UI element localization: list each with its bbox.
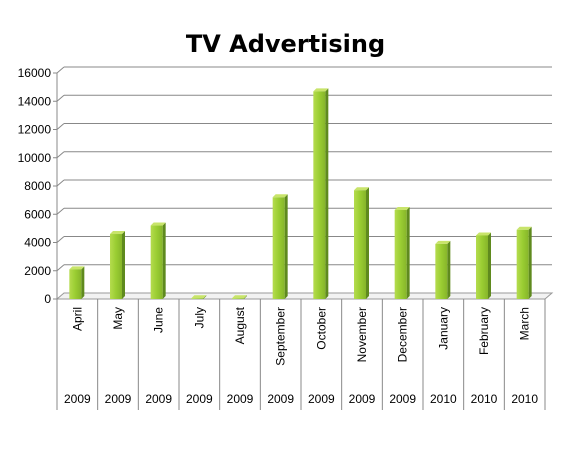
bar — [516, 226, 532, 299]
bar-side — [162, 222, 166, 299]
x-tick-label: October — [314, 307, 328, 350]
bar — [313, 88, 329, 299]
x-tick-label: December — [396, 307, 410, 362]
y-tick-label: 4000 — [24, 236, 51, 250]
x-year-label: 2009 — [308, 392, 335, 406]
bar-top — [435, 240, 451, 244]
bar — [191, 295, 207, 299]
gridline-depth — [56, 236, 65, 243]
gridline-depth — [56, 151, 65, 159]
bar-top — [150, 222, 166, 226]
bar — [232, 295, 247, 299]
y-tick-label: 6000 — [24, 207, 51, 221]
y-tick-label: 8000 — [24, 179, 51, 193]
gridline-depth — [56, 264, 65, 272]
bar-side — [244, 295, 247, 299]
x-year-label: 2010 — [471, 392, 498, 406]
gridline-depth — [56, 66, 65, 74]
bar-top — [69, 266, 85, 270]
x-year-label: 2009 — [64, 392, 91, 406]
x-tick-label: February — [477, 307, 491, 355]
bar — [69, 266, 85, 299]
x-year-label: 2009 — [186, 392, 213, 406]
bar-side — [284, 194, 288, 299]
gridline-depth — [56, 94, 65, 102]
x-year-label: 2009 — [145, 392, 172, 406]
bar-front — [394, 210, 407, 299]
gridline-depth — [56, 123, 65, 130]
x-tick-label: August — [233, 306, 247, 344]
x-tick-label: May — [111, 307, 125, 330]
bar-top — [191, 295, 207, 299]
bar-side — [447, 240, 451, 299]
bar-front — [191, 298, 204, 299]
y-tick-label: 12000 — [18, 123, 52, 137]
x-year-label: 2009 — [349, 392, 376, 406]
chart-title: TV Advertising — [185, 30, 386, 58]
y-tick-label: 10000 — [18, 151, 52, 165]
bar-front — [150, 225, 163, 299]
x-tick-label: April — [70, 307, 84, 331]
bar — [435, 240, 451, 299]
bar-top — [354, 187, 369, 191]
bar — [354, 187, 369, 299]
bar-side — [366, 187, 369, 299]
x-tick-label: November — [355, 307, 369, 362]
bar — [272, 194, 288, 299]
y-tick-label: 2000 — [24, 264, 51, 278]
bar-side — [488, 232, 491, 299]
x-tick-label: September — [274, 307, 288, 366]
bar-front — [516, 229, 529, 299]
bar-top — [232, 295, 247, 299]
x-tick-label: January — [436, 307, 450, 350]
y-tick-label: 16000 — [18, 66, 52, 80]
bar-top — [476, 232, 491, 236]
bar-front — [69, 269, 82, 299]
y-tick-label: 14000 — [18, 94, 52, 108]
bar-front — [476, 235, 488, 299]
bar-top — [313, 88, 329, 92]
bar-side — [325, 88, 329, 299]
x-tick-label: June — [152, 307, 166, 333]
x-year-label: 2010 — [511, 392, 538, 406]
bar-top — [110, 231, 125, 235]
gridline-depth — [56, 207, 65, 215]
bar — [476, 232, 491, 299]
x-year-label: 2010 — [430, 392, 457, 406]
bar-front — [110, 234, 122, 299]
bar-top — [394, 207, 410, 211]
bar-side — [203, 295, 207, 299]
gridline-depth — [56, 179, 65, 187]
x-year-label: 2009 — [227, 392, 254, 406]
bar-front — [313, 91, 326, 299]
y-tick-label: 0 — [44, 292, 51, 306]
bar-side — [406, 207, 410, 299]
x-tick-label: March — [518, 307, 532, 340]
bar-front — [272, 197, 285, 299]
x-year-label: 2009 — [105, 392, 132, 406]
bar-side — [528, 226, 532, 299]
bar-front — [354, 190, 366, 299]
bar — [150, 222, 166, 299]
bar-front — [435, 243, 448, 299]
bar-top — [272, 194, 288, 198]
bar-front — [232, 298, 244, 299]
bar-top — [516, 226, 532, 230]
bar-side — [122, 231, 125, 299]
bar-side — [81, 266, 85, 299]
x-tick-label: July — [192, 307, 206, 328]
x-year-label: 2009 — [389, 392, 416, 406]
bar — [110, 231, 125, 299]
bar — [394, 207, 410, 299]
x-year-label: 2009 — [267, 392, 294, 406]
